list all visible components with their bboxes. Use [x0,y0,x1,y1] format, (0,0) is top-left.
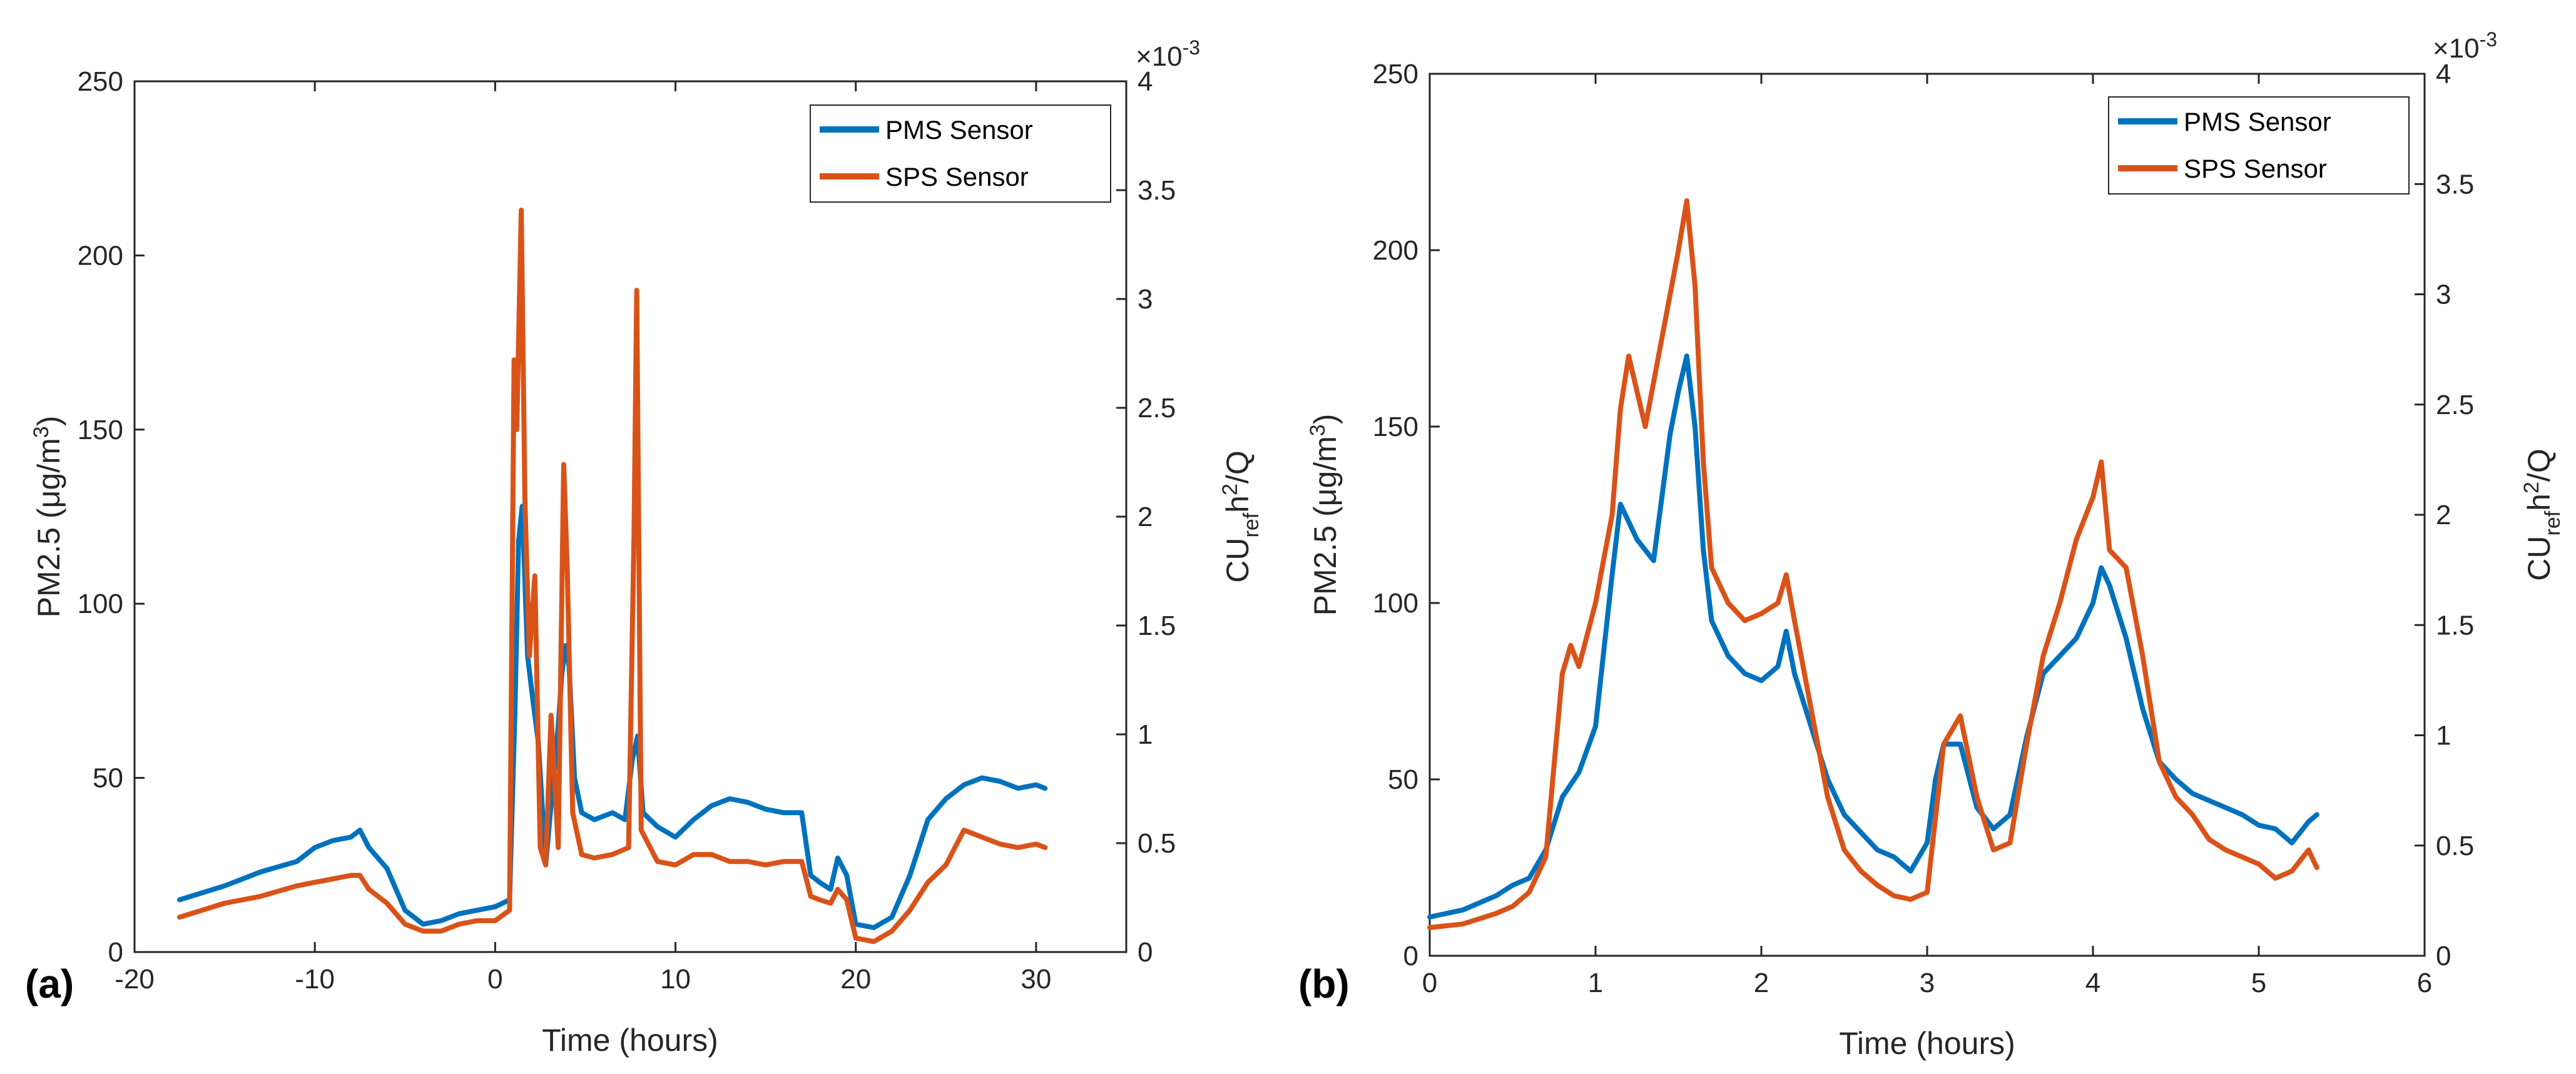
legend-label-pms-a: PMS Sensor [885,115,1033,144]
legend-box-a [810,104,1111,203]
y-tick-label-a: 0 [108,937,123,968]
y2-tick-label-b: 3.5 [2436,169,2474,200]
y2-tick-label-a: 3.5 [1138,175,1176,206]
y-tick-label-b: 150 [1373,412,1418,442]
y2-tick-label-a: 0 [1138,937,1153,968]
x-tick-label-b: 6 [2417,968,2432,998]
chart-panel-a: -20 -10 0 10 20 30 0 50 100 150 200 250 0 0.5 1 1.5 2 2… [25,36,1263,1058]
y2-tick-label-b: 0.5 [2436,831,2474,861]
panel-label-a: (a) [25,961,74,1006]
y2-tick-label-b: 4 [2436,59,2451,89]
panel-label-b: (b) [1298,961,1350,1006]
y-tick-label-b: 0 [1403,941,1418,971]
y2-tick-label-a: 2 [1138,502,1153,532]
series-lines-a [177,208,1048,945]
x-tick-label-b: 5 [2251,968,2266,998]
x-tick-label-b: 0 [1422,968,1437,998]
x-tick-label-a: 30 [1021,964,1051,995]
x-tick-label-a: 20 [840,964,871,995]
x-tick-label-b: 1 [1588,968,1603,998]
y-axis-label-a: PM2.5 (μg/m3) [29,416,66,618]
y2-tick-label-b: 1 [2436,721,2451,751]
x-tick-labels-a: -20 -10 0 10 20 30 [115,81,1051,995]
y-tick-label-a: 200 [78,240,123,271]
y2-tick-label-a: 2.5 [1138,393,1176,423]
series-line-sps-a [177,208,1048,945]
y2-tick-label-b: 3 [2436,280,2451,310]
y-tick-label-a: 250 [78,66,123,97]
y2-tick-labels-a: 0 0.5 1 1.5 2 2.5 3 3.5 4 [1116,66,1176,968]
y2-tick-label-a: 1.5 [1138,610,1176,641]
x-tick-label-a: 10 [660,964,691,995]
y-tick-label-a: 50 [93,763,123,794]
x-tick-label-b: 4 [2085,968,2100,998]
series-line-sps-b [1427,198,2319,930]
y2-tick-label-b: 0 [2436,941,2451,971]
y2-exponent-b: ×10-3 [2433,28,2497,64]
y2-tick-label-a: 1 [1138,719,1153,750]
y-axis-label-b: PM2.5 (μg/m3) [1306,414,1343,616]
chart-panel-b: 0 1 2 3 4 5 6 0 50 100 150 200 250 0 0.5 1 1.5 2 2.5 3 3.5… [1298,28,2565,1061]
y2-tick-label-b: 1.5 [2436,610,2474,641]
x-axis-label-a: Time (hours) [542,1023,718,1058]
y-tick-label-b: 100 [1373,588,1418,619]
legend-box-b [2108,96,2410,195]
y2-tick-label-b: 2 [2436,500,2451,530]
x-tick-label-b: 3 [1920,968,1935,998]
y-tick-label-b: 250 [1373,59,1418,89]
legend-label-pms-b: PMS Sensor [2184,107,2331,136]
y2-tick-label-a: 0.5 [1138,828,1176,859]
legend-b: PMS Sensor SPS Sensor [2108,96,2410,195]
y2-tick-label-a: 3 [1138,284,1153,315]
y-tick-label-a: 100 [78,589,123,619]
legend-label-sps-a: SPS Sensor [885,162,1029,191]
plot-area-b [1428,73,2426,957]
x-tick-label-b: 2 [1754,968,1769,998]
y-tick-label-a: 150 [78,415,123,445]
y-tick-labels-a: 0 50 100 150 200 250 [78,66,145,968]
x-tick-labels-b: 0 1 2 3 4 5 6 [1422,74,2432,998]
y2-tick-labels-b: 0 0.5 1 1.5 2 2.5 3 3.5 4 [2415,59,2474,971]
y2-tick-label-a: 4 [1138,66,1153,97]
y2-tick-label-b: 2.5 [2436,390,2474,420]
y2-axis-label-b: CUrefh2/Q [2520,448,2565,580]
y-tick-labels-b: 0 50 100 150 200 250 [1373,59,1440,971]
x-tick-label-a: 0 [487,964,502,995]
legend-a: PMS Sensor SPS Sensor [810,104,1111,203]
y2-exponent-a: ×10-3 [1136,36,1200,72]
x-tick-label-a: -10 [295,964,335,995]
y-tick-label-b: 200 [1373,235,1418,266]
legend-label-sps-b: SPS Sensor [2184,154,2327,183]
series-lines-b [1427,198,2319,930]
y-tick-label-b: 50 [1388,764,1418,795]
x-axis-label-b: Time (hours) [1839,1026,2015,1061]
y2-axis-label-a: CUrefh2/Q [1218,450,1263,582]
series-line-pms-a [177,504,1048,930]
x-tick-label-a: -20 [115,964,155,995]
